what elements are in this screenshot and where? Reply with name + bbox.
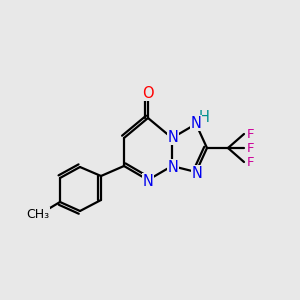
Text: O: O [142,85,154,100]
Text: F: F [247,142,255,154]
Text: N: N [192,166,203,181]
Text: N: N [168,160,178,175]
Text: N: N [168,130,178,145]
Text: F: F [247,155,255,169]
Text: N: N [190,116,201,130]
Text: CH₃: CH₃ [26,208,50,220]
Text: H: H [199,110,209,125]
Text: N: N [142,173,153,188]
Text: F: F [247,128,255,140]
